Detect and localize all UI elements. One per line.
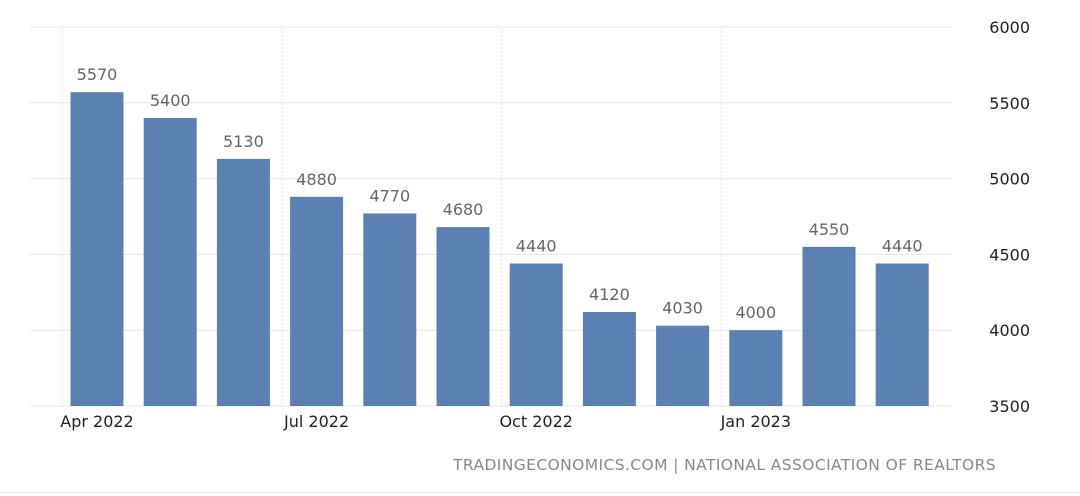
y-tick-label: 4000: [989, 321, 1030, 340]
x-tick-label: Jan 2023: [720, 412, 791, 431]
bar: [875, 263, 929, 406]
bar: [290, 196, 344, 406]
y-tick-label: 6000: [989, 18, 1030, 37]
data-label: 4440: [882, 236, 923, 255]
bar: [363, 213, 417, 406]
bar: [656, 325, 710, 406]
data-label: 4680: [443, 200, 484, 219]
bar: [143, 117, 197, 407]
bar: [582, 312, 636, 406]
data-label: 4000: [735, 303, 776, 322]
x-tick-label: Oct 2022: [499, 412, 572, 431]
bar: [70, 92, 124, 407]
source-attribution: TRADINGECONOMICS.COM | NATIONAL ASSOCIAT…: [453, 456, 996, 474]
bar: [436, 227, 490, 406]
data-label: 4770: [369, 186, 410, 205]
bars: [70, 92, 929, 407]
data-label: 4880: [296, 170, 337, 189]
bar: [216, 158, 270, 406]
bar: [509, 263, 563, 406]
data-label: 4120: [589, 285, 630, 304]
data-labels: 5570 5400 5130 4880 4770 4680 4440 4120 4030 4000…: [77, 65, 923, 322]
data-label: 4440: [516, 236, 557, 255]
x-tick-label: Jul 2022: [283, 412, 349, 431]
data-label: 4550: [809, 220, 850, 239]
y-tick-label: 5000: [989, 170, 1030, 189]
bar: [802, 246, 856, 406]
y-tick-label: 4500: [989, 245, 1030, 264]
bar: [729, 330, 783, 406]
data-label: 5570: [77, 65, 118, 84]
data-label: 5400: [150, 91, 191, 110]
bottom-divider: [0, 492, 1080, 493]
x-axis: Apr 2022 Jul 2022 Oct 2022 Jan 2023: [60, 412, 791, 431]
x-tick-label: Apr 2022: [60, 412, 133, 431]
y-axis: 3500 4000 4500 5000 5500 6000: [989, 18, 1030, 416]
data-label: 5130: [223, 132, 264, 151]
y-tick-label: 5500: [989, 94, 1030, 113]
data-label: 4030: [662, 299, 703, 318]
y-tick-label: 3500: [989, 397, 1030, 416]
